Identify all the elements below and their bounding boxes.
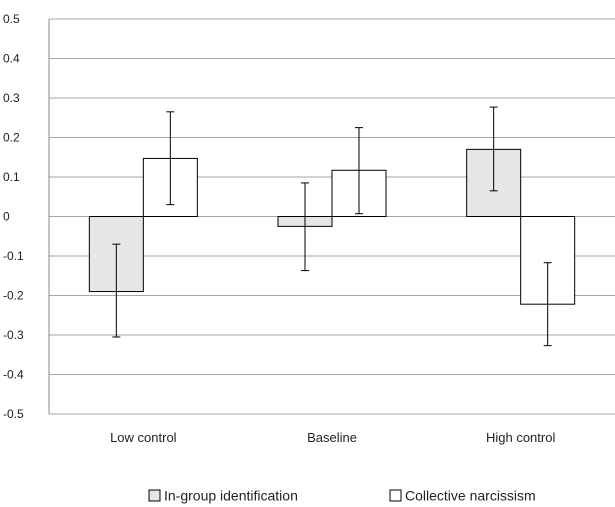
x-category-label: Baseline: [307, 430, 357, 445]
y-tick-label: 0: [3, 210, 10, 224]
error-bars: [112, 106, 552, 347]
y-tick-label: 0.4: [3, 52, 20, 66]
x-category-label: Low control: [110, 430, 177, 445]
y-tick-label: 0.3: [3, 91, 20, 105]
y-tick-label: -0.5: [3, 407, 24, 421]
y-axis-tick-labels: 0.5 0.4 0.3 0.2 0.1 0 -0.1 -0.2 -0.3 -0.4 -0.5: [3, 12, 24, 421]
x-axis-category-labels: Low control Baseline High control: [110, 430, 555, 445]
legend: In-group identification Collective narcis…: [148, 488, 536, 504]
legend-label: In-group identification: [164, 488, 298, 504]
y-tick-label: -0.1: [3, 249, 24, 263]
y-tick-label: 0.5: [3, 12, 20, 26]
y-tick-label: -0.4: [3, 368, 24, 382]
legend-swatch: [148, 489, 161, 502]
y-tick-label: -0.2: [3, 289, 24, 303]
y-tick-label: 0.2: [3, 131, 20, 145]
legend-swatch: [389, 489, 402, 502]
x-category-label: High control: [486, 430, 555, 445]
y-tick-label: 0.1: [3, 170, 20, 184]
legend-label: Collective narcissism: [405, 488, 536, 504]
y-tick-label: -0.3: [3, 328, 24, 342]
bars: [88, 148, 576, 305]
